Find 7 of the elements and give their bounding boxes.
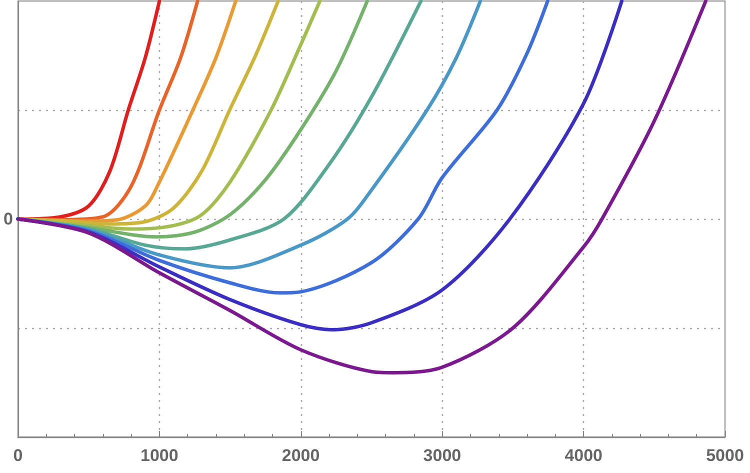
x-tick-label: 4000 (564, 446, 603, 465)
x-tick-label: 0 (13, 446, 23, 465)
x-tick-label: 5000 (706, 446, 744, 465)
x-tick-label: 1000 (140, 446, 178, 465)
text: 0 (4, 210, 13, 228)
x-tick-label: 2000 (282, 446, 320, 465)
x-tick-label: 3000 (423, 446, 462, 465)
